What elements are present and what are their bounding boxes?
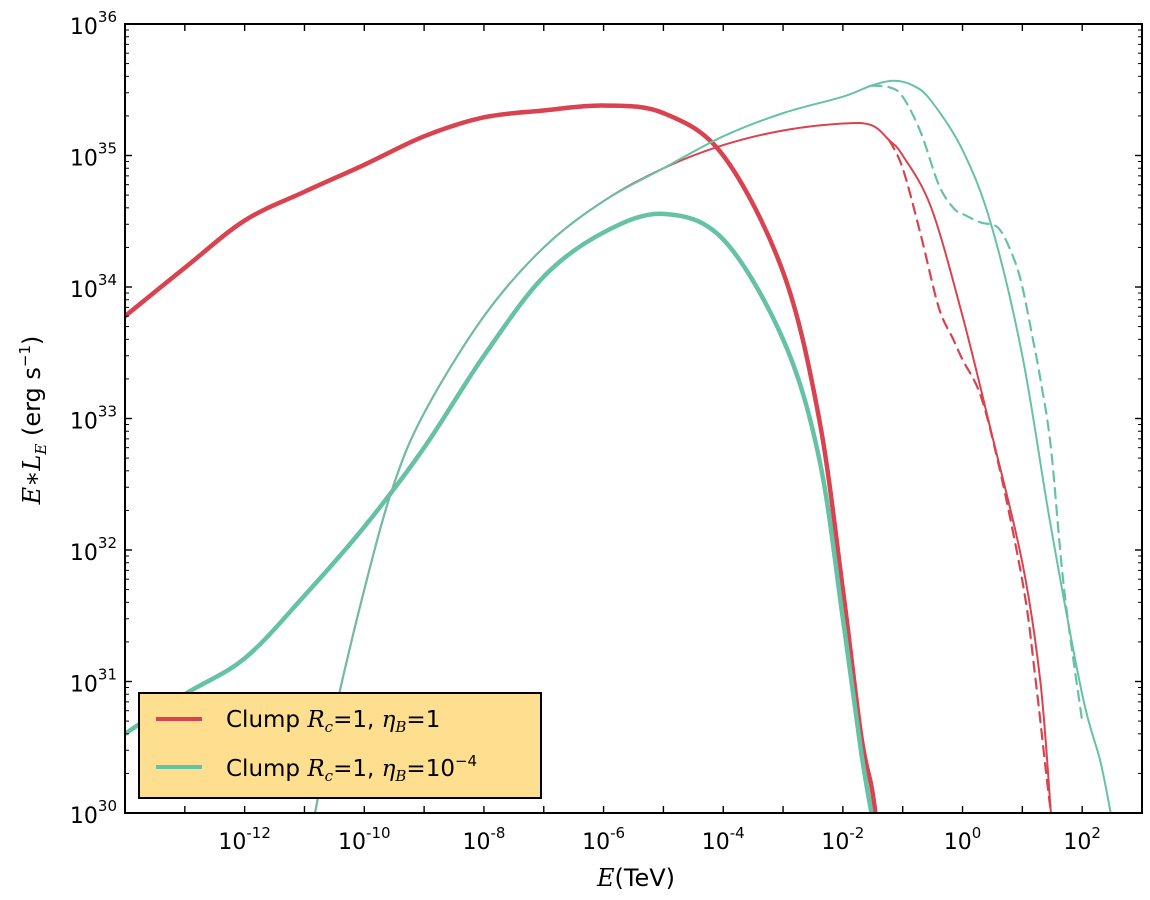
series-line-6-dashed [870, 84, 1084, 723]
series-line-2-thick [125, 211, 874, 813]
legend: Clump Rc=1, ηB=1 Clump Rc=1, ηB=10−4 [138, 692, 542, 799]
series-line-5-thin [314, 79, 1112, 813]
series-line-4-dashed [888, 139, 1052, 813]
plot-background [125, 24, 1142, 813]
series-layer [125, 79, 1112, 813]
x-tick-label: 10-4 [702, 824, 745, 855]
tick-labels-layer: 10-12 10-10 10-8 10-6 10-4 10-2 100 102 1030 1031… [70, 8, 1101, 855]
y-tick-label: 1033 [70, 403, 117, 435]
ticks-layer [124, 23, 1143, 814]
y-tick-label: 1034 [70, 271, 117, 303]
x-tick-label: 100 [944, 824, 982, 855]
y-tick-label: 1032 [70, 534, 117, 566]
y-tick-label: 1030 [70, 797, 117, 829]
x-axis-label: E(TeV) [596, 864, 675, 892]
legend-label-teal: Clump Rc=1, ηB=10−4 [226, 752, 477, 785]
legend-box [138, 692, 542, 799]
y-axis-label: E∗LE (erg s−1) [16, 336, 50, 506]
x-tick-label: 102 [1063, 824, 1101, 855]
y-tick-label: 1031 [70, 666, 117, 698]
y-tick-label: 1035 [70, 140, 117, 172]
x-tick-label: 10-12 [218, 824, 271, 855]
x-tick-label: 10-8 [462, 824, 505, 855]
series-line-1-thick [125, 103, 878, 813]
y-tick-label: 1036 [70, 8, 117, 40]
x-tick-label: 10-2 [821, 824, 864, 855]
x-tick-label: 10-10 [338, 824, 391, 855]
legend-label-red: Clump Rc=1, ηB=1 [226, 707, 440, 736]
x-tick-label: 10-6 [582, 824, 625, 855]
